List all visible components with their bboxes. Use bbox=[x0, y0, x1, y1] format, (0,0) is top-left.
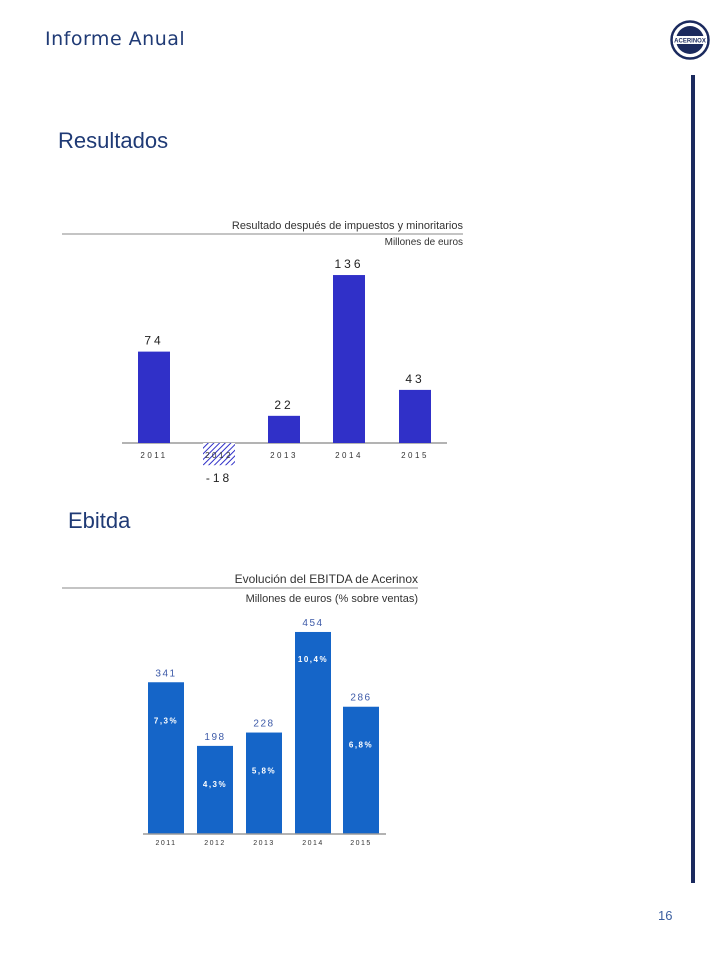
tick-label: 2015 bbox=[350, 840, 372, 847]
value-label: 43 bbox=[405, 372, 424, 386]
bar-2013 bbox=[246, 732, 282, 834]
value-label: 74 bbox=[144, 334, 163, 348]
acerinox-logo: ACERINOX bbox=[670, 20, 710, 60]
tick-label: 2011 bbox=[155, 840, 176, 847]
section-title-ebitda: Ebitda bbox=[68, 508, 131, 533]
value-label: 454 bbox=[302, 618, 323, 629]
bar-2014 bbox=[295, 631, 331, 834]
bar-2015 bbox=[343, 706, 379, 834]
value-label: 22 bbox=[274, 398, 293, 412]
tick-label: 2013 bbox=[270, 451, 298, 460]
value-label: 286 bbox=[350, 693, 371, 704]
page-number: 16 bbox=[658, 908, 673, 923]
chart-subtitle: Millones de euros bbox=[385, 237, 463, 248]
bar-2014 bbox=[333, 275, 365, 443]
pct-label: 4,3% bbox=[203, 780, 227, 789]
pct-label: 7,3% bbox=[154, 716, 178, 725]
chart-title: Resultado después de impuestos y minorit… bbox=[232, 220, 464, 232]
chart-title: Evolución del EBITDA de Acerinox bbox=[235, 572, 418, 586]
pct-label: 6,8% bbox=[349, 741, 373, 750]
bar-2011 bbox=[138, 351, 170, 443]
report-title: Informe Anual bbox=[45, 28, 186, 50]
tick-label: 2014 bbox=[302, 840, 324, 847]
value-label: 341 bbox=[155, 668, 176, 679]
svg-text:ACERINOX: ACERINOX bbox=[674, 39, 706, 45]
tick-label: 2011 bbox=[140, 451, 167, 460]
tick-label: 2012 bbox=[204, 840, 226, 847]
vertical-rule bbox=[691, 75, 695, 883]
chart-subtitle: Millones de euros (% sobre ventas) bbox=[246, 593, 418, 605]
value-label: -18 bbox=[206, 471, 232, 485]
tick-label: 2013 bbox=[253, 840, 275, 847]
value-label: 136 bbox=[334, 257, 363, 271]
bar-2011 bbox=[148, 682, 184, 834]
pct-label: 5,8% bbox=[252, 767, 276, 776]
section-title-results: Resultados bbox=[58, 128, 169, 153]
value-label: 198 bbox=[204, 732, 225, 743]
tick-label: 2014 bbox=[335, 451, 363, 460]
tick-label: 2015 bbox=[401, 451, 429, 460]
value-label: 228 bbox=[253, 719, 274, 730]
bar-2013 bbox=[268, 415, 300, 443]
bar-2012 bbox=[197, 745, 233, 834]
pct-label: 10,4% bbox=[298, 655, 328, 664]
tick-label: 2012 bbox=[205, 451, 233, 460]
bar-2015 bbox=[399, 389, 431, 443]
bar-2012 bbox=[203, 443, 235, 466]
